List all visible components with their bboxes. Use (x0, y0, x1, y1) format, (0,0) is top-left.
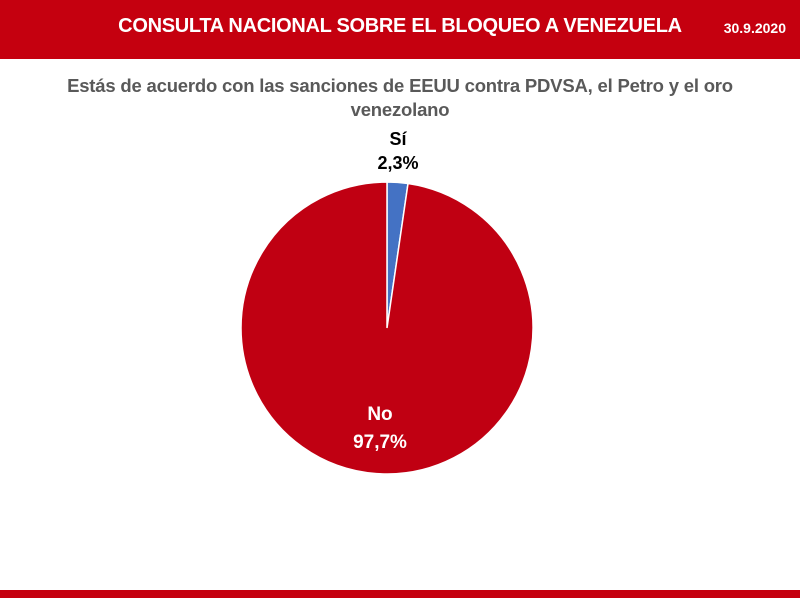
slice-label-si: Sí (389, 129, 407, 149)
header-bar: CONSULTA NACIONAL SOBRE EL BLOQUEO A VEN… (0, 0, 800, 59)
pie-slice-no (240, 181, 534, 475)
chart-title: Estás de acuerdo con las sanciones de EE… (67, 75, 733, 120)
slice-value-si: 2,3% (377, 153, 418, 173)
date-label: 30.9.2020 (723, 20, 786, 36)
slice-value-no: 97,7% (353, 432, 407, 453)
slice-label-no: No (367, 404, 392, 425)
page-title: CONSULTA NACIONAL SOBRE EL BLOQUEO A VEN… (118, 15, 682, 37)
footer-bar (0, 590, 800, 598)
